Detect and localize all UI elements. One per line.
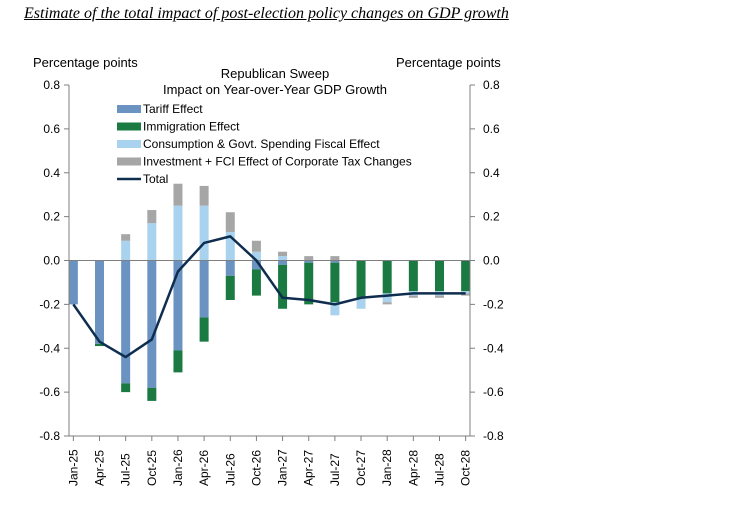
bar-segment: [147, 261, 156, 388]
bar-segment: [330, 263, 339, 302]
bar-segment: [383, 302, 392, 304]
total-line-layer: [73, 236, 465, 357]
right-y-tick-label: -0.2: [483, 297, 504, 311]
legend-label: Consumption & Govt. Spending Fiscal Effe…: [143, 137, 380, 151]
bar-segment: [147, 210, 156, 223]
legend-swatch: [117, 105, 141, 113]
bar-segment: [461, 261, 470, 292]
legend-label: Investment + FCI Effect of Corporate Tax…: [143, 155, 412, 169]
bar-segment: [200, 186, 209, 206]
bar-segment: [173, 206, 182, 261]
left-y-tick-label: -0.4: [39, 341, 60, 355]
bar-segment: [383, 261, 392, 294]
bar-segment: [226, 261, 235, 276]
left-y-tick-label: -0.8: [39, 429, 60, 443]
bar-segment: [278, 265, 287, 309]
right-y-tick-label: -0.8: [483, 429, 504, 443]
bar-segment: [69, 261, 78, 305]
bar-segment: [435, 261, 444, 292]
right-y-tick-label: 0.4: [483, 166, 500, 180]
left-y-tick-label: 0.2: [43, 210, 60, 224]
x-tick-label: Jul-26: [223, 453, 237, 486]
right-y-tick-label: 0.8: [483, 78, 500, 92]
x-tick-label: Oct-27: [354, 450, 368, 486]
x-tick-label: Apr-26: [197, 450, 211, 486]
legend-label: Total: [143, 172, 168, 186]
legend-label: Immigration Effect: [143, 120, 240, 134]
right-y-tick-label: 0.0: [483, 254, 500, 268]
bar-segment: [409, 261, 418, 292]
bar-segment: [121, 383, 130, 392]
right-y-tick-label: 0.2: [483, 210, 500, 224]
bar-segment: [173, 184, 182, 206]
bar-segment: [435, 296, 444, 298]
bar-segment: [304, 263, 313, 305]
bar-segment: [200, 206, 209, 261]
legend-swatch: [117, 158, 141, 166]
bar-segment: [147, 388, 156, 401]
bar-segment: [173, 350, 182, 372]
gdp-impact-chart: 0.8 0.8 0.6 0.6 0.4 0.4 0.2 0.2 0.0 0.0 -0.2 -0.2 -0…: [0, 0, 730, 511]
right-y-tick-label: -0.6: [483, 385, 504, 399]
left-y-tick-label: 0.4: [43, 166, 60, 180]
bar-segment: [304, 256, 313, 260]
x-tick-label: Oct-28: [459, 450, 473, 486]
bar-segment: [121, 241, 130, 261]
right-y-tick-label: 0.6: [483, 122, 500, 136]
legend-swatch: [117, 140, 141, 148]
bar-segment: [330, 256, 339, 260]
bar-segment: [95, 261, 104, 344]
x-tick-label: Jan-25: [66, 449, 80, 486]
bar-segment: [252, 269, 261, 295]
bar-segment: [252, 241, 261, 252]
bar-segment: [357, 261, 366, 298]
left-y-tick-label: -0.2: [39, 297, 60, 311]
x-tick-label: Jan-26: [171, 449, 185, 486]
bar-segment: [121, 261, 130, 384]
x-tick-label: Oct-25: [145, 450, 159, 486]
right-y-tick-label: -0.4: [483, 341, 504, 355]
left-y-tick-label: 0.8: [43, 78, 60, 92]
bar-segment: [278, 261, 287, 265]
bar-segment: [121, 234, 130, 241]
x-tick-label: Jan-27: [276, 449, 290, 486]
left-y-tick-label: 0.0: [43, 254, 60, 268]
left-y-tick-label: 0.6: [43, 122, 60, 136]
legend-swatch: [117, 123, 141, 131]
x-tick-label: Apr-27: [302, 450, 316, 486]
x-tick-label: Apr-28: [406, 450, 420, 486]
x-tick-label: Jul-27: [328, 453, 342, 486]
legend: Tariff Effect Immigration Effect Consumpti…: [117, 102, 412, 186]
bar-segment: [226, 212, 235, 232]
x-tick-label: Oct-26: [249, 450, 263, 486]
bar-segment: [278, 252, 287, 256]
left-y-tick-label: -0.6: [39, 385, 60, 399]
bar-segment: [200, 318, 209, 342]
bars-layer: [69, 184, 470, 401]
bar-segment: [278, 256, 287, 260]
bar-segment: [200, 261, 209, 318]
bar-segment: [226, 276, 235, 300]
x-tick-label: Jul-28: [432, 453, 446, 486]
total-line: [73, 236, 465, 357]
bar-segment: [409, 296, 418, 298]
x-tick-label: Apr-25: [93, 450, 107, 486]
bar-segment: [147, 223, 156, 260]
x-tick-label: Jan-28: [380, 449, 394, 486]
legend-label: Tariff Effect: [143, 102, 203, 116]
x-tick-label: Jul-25: [119, 453, 133, 486]
